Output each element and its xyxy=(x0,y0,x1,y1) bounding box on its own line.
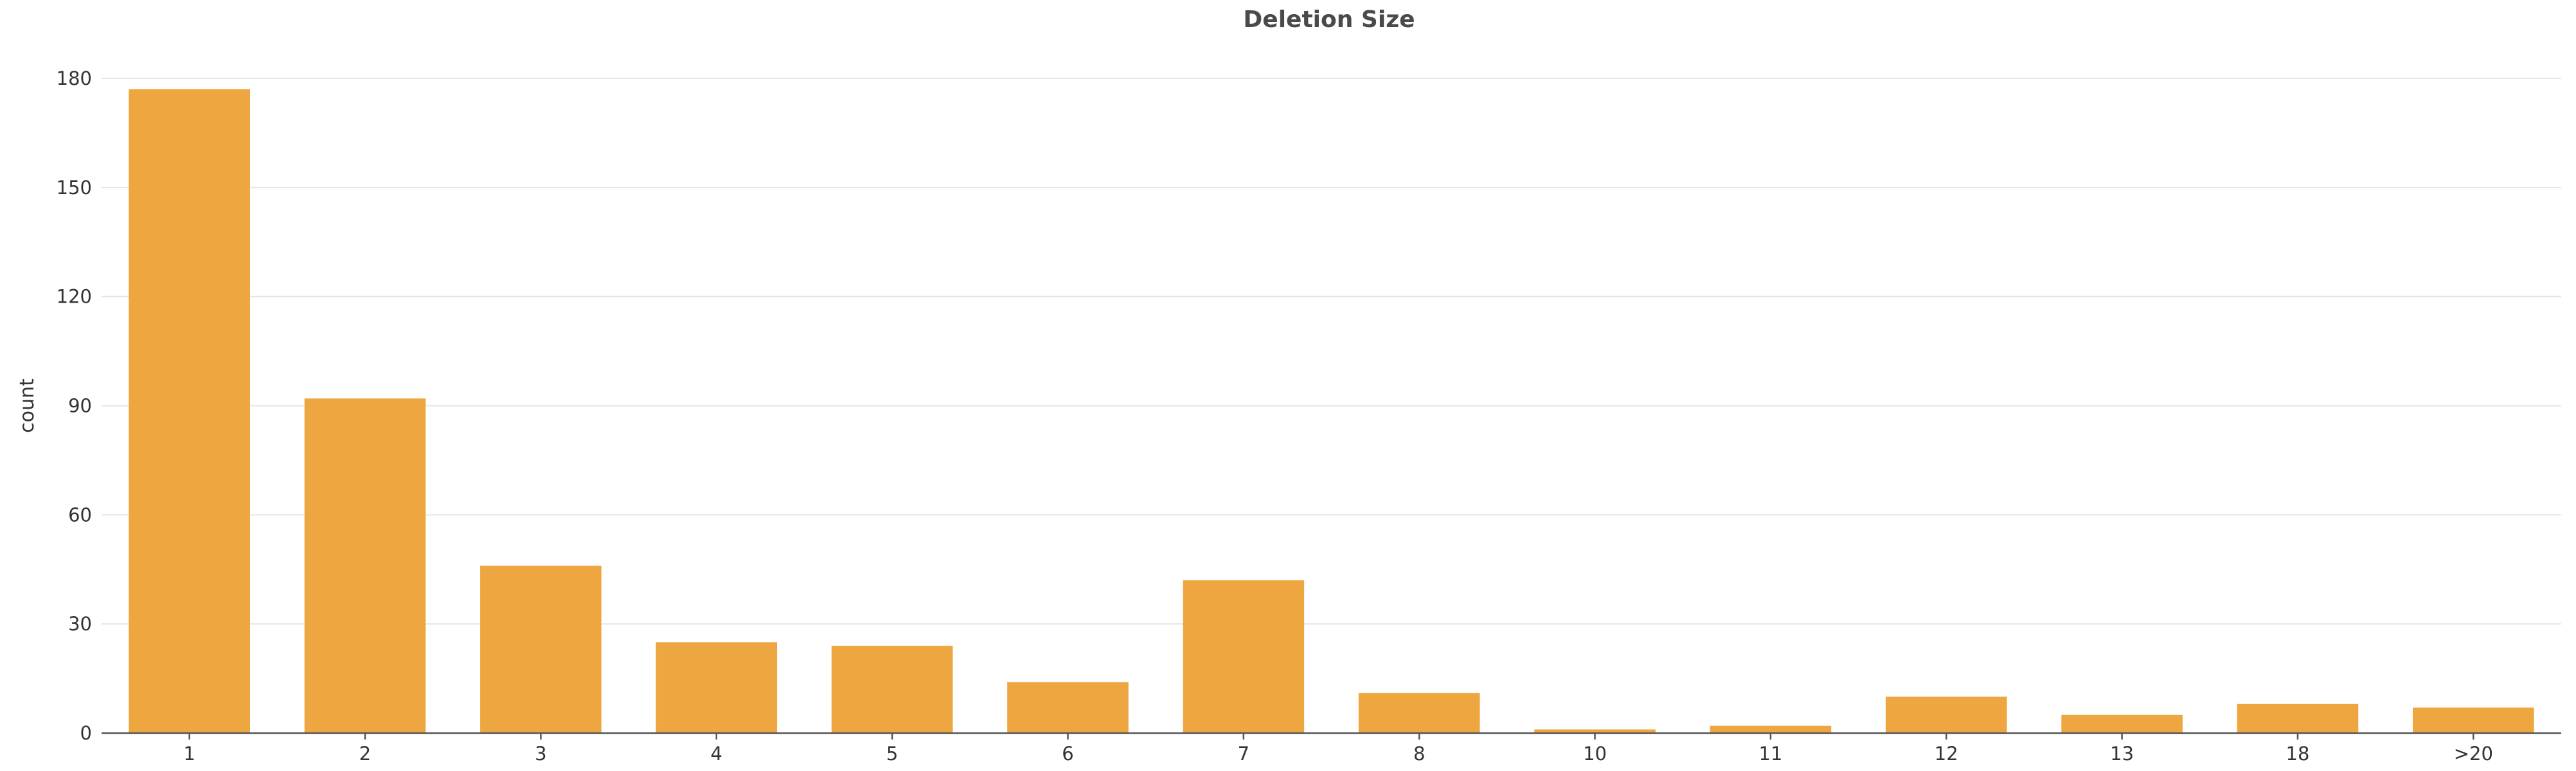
y-axis-label: count xyxy=(16,378,39,433)
x-tick-label: 8 xyxy=(1413,743,1425,765)
y-tick-label: 150 xyxy=(57,177,92,199)
x-tick-label: 6 xyxy=(1062,743,1073,765)
bar xyxy=(304,398,426,733)
x-tick-label: 2 xyxy=(359,743,371,765)
gridlines xyxy=(102,78,2561,625)
y-tick-label: 120 xyxy=(57,286,92,308)
bar xyxy=(480,565,602,733)
y-tick-labels: 0 30 60 90 120 150 180 xyxy=(57,67,92,744)
x-tick-label: 1 xyxy=(183,743,195,765)
bar xyxy=(129,89,250,733)
bar xyxy=(1534,729,1656,733)
x-tick-label: 13 xyxy=(2110,743,2134,765)
chart-title: Deletion Size xyxy=(1243,6,1415,33)
y-tick-label: 90 xyxy=(68,395,92,417)
y-tick-label: 0 xyxy=(80,722,92,744)
bar xyxy=(1007,682,1129,733)
y-tick-label: 180 xyxy=(57,67,92,89)
x-tick-labels: 1 2 3 4 5 6 7 8 10 11 12 13 18 >20 xyxy=(183,733,2493,765)
bar xyxy=(831,646,953,733)
x-tick-label: 5 xyxy=(886,743,898,765)
y-tick-label: 30 xyxy=(68,613,92,635)
x-tick-label: 12 xyxy=(1935,743,1958,765)
x-tick-label: >20 xyxy=(2454,743,2493,765)
bar xyxy=(1183,580,1305,733)
x-tick-label: 18 xyxy=(2286,743,2310,765)
bar xyxy=(1358,693,1480,733)
y-tick-label: 60 xyxy=(68,504,92,526)
x-tick-label: 4 xyxy=(711,743,722,765)
bar xyxy=(2237,704,2359,733)
x-tick-label: 11 xyxy=(1758,743,1782,765)
bar xyxy=(2413,707,2534,733)
bars xyxy=(129,89,2534,733)
bar xyxy=(656,642,778,733)
bar xyxy=(2061,714,2183,733)
bar xyxy=(1710,725,1832,733)
x-tick-label: 10 xyxy=(1583,743,1607,765)
bar xyxy=(1885,696,2007,733)
x-tick-label: 3 xyxy=(535,743,546,765)
x-tick-label: 7 xyxy=(1238,743,1249,765)
